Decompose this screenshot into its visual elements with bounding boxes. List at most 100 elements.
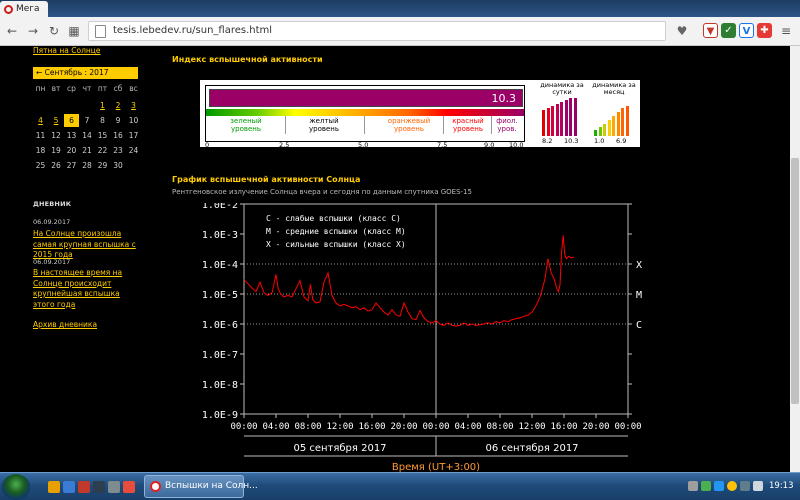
network-icon[interactable] <box>740 481 750 491</box>
reload-icon[interactable]: ↻ <box>48 24 60 38</box>
calendar-month-header[interactable]: ← Сентябрь : 2017 <box>33 67 138 79</box>
x-tick-label: 00:00 <box>230 422 257 432</box>
news-date: 06.09.2017 <box>33 258 71 266</box>
adblock-shield-icon[interactable]: ▼ <box>703 23 718 38</box>
index-bar: 10.3 <box>209 89 523 107</box>
volume-icon[interactable] <box>753 481 763 491</box>
calendar-day: 8 <box>100 116 105 125</box>
daily-dynamics-bars <box>542 98 582 136</box>
speed-dial-grid-icon[interactable]: ▦ <box>68 24 80 38</box>
tray-icon[interactable] <box>714 481 724 491</box>
dynamics-bar <box>616 112 620 136</box>
monthly-dynamics-bars <box>594 98 634 136</box>
heart-icon[interactable]: ♥ <box>676 24 688 38</box>
y-tick-label: 1.0E-3 <box>202 230 238 241</box>
scale-tick-label: 5.0 <box>358 141 369 149</box>
checkmark-extension-icon[interactable]: ✓ <box>721 23 736 38</box>
dynamics-bar <box>564 100 568 136</box>
diary-archive-link[interactable]: Архив дневника <box>33 320 98 329</box>
xray-flux-chart: 1.0E-2 1.0E-3 1.0E-4 1.0E-5 1.0E-6 1.0E-7 1.0E… <box>202 203 642 472</box>
dynamics-bar <box>569 98 572 136</box>
app-quicklaunch-icon[interactable] <box>93 481 105 493</box>
address-url: tesis.lebedev.ru/sun_flares.html <box>113 25 273 36</box>
calendar-day[interactable]: 1 <box>100 101 105 110</box>
taskbar: Вспышки на Солн... 19:13 <box>0 472 800 500</box>
calendar-day: 17 <box>128 131 139 140</box>
x-tick-label: 00:00 <box>422 422 449 432</box>
browser-quicklaunch-icon[interactable] <box>63 481 75 493</box>
explorer-quicklaunch-icon[interactable] <box>48 481 60 493</box>
calendar-day[interactable]: 4 <box>38 116 43 125</box>
dynamics-bar <box>598 127 602 136</box>
address-bar[interactable]: tesis.lebedev.ru/sun_flares.html <box>88 21 666 41</box>
calendar-day: 18 <box>35 146 46 155</box>
calendar-day: 23 <box>113 146 123 155</box>
calendar-day: 14 <box>82 131 92 140</box>
dynamics-max: 6.9 <box>616 137 627 145</box>
sunspots-link[interactable]: Пятна на Солнце <box>33 46 101 55</box>
y-tick-label: 1.0E-6 <box>202 320 238 331</box>
tray-icon[interactable] <box>701 481 711 491</box>
x-tick-label: 08:00 <box>486 422 513 432</box>
level-text: фиол. уров. <box>496 117 518 133</box>
x-tick-label: 08:00 <box>294 422 321 432</box>
calendar-day: 21 <box>82 146 92 155</box>
calendar-day: 9 <box>115 116 121 125</box>
dynamics-bar <box>594 130 597 136</box>
calendar-day: 10 <box>128 116 139 125</box>
browser-tab[interactable]: Мега <box>0 1 48 17</box>
calendar-day[interactable]: 5 <box>53 116 59 125</box>
app-quicklaunch-icon[interactable] <box>78 481 90 493</box>
vpn-extension-icon[interactable]: V <box>739 23 754 38</box>
dynamics-bar <box>546 108 550 136</box>
dynamics-bar <box>625 106 629 136</box>
clock: 19:13 <box>769 481 794 491</box>
calendar-day: 7 <box>84 116 90 125</box>
taskbar-window-button[interactable]: Вспышки на Солн... <box>144 475 258 498</box>
level-text: оранжевый уровень <box>387 117 431 133</box>
menu-icon[interactable]: ≡ <box>780 24 792 38</box>
level-label-yellow: желтый уровень <box>294 117 354 133</box>
calendar-day-today[interactable]: 6 <box>64 114 79 127</box>
news-date: 06.09.2017 <box>33 218 71 226</box>
calendar-day[interactable]: 3 <box>131 101 136 110</box>
calendar-weekday: вт <box>51 84 61 93</box>
y-tick-label: 1.0E-8 <box>202 380 238 391</box>
news-link[interactable]: На Солнце произошла самая крупная вспышк… <box>33 229 136 259</box>
chart-title: График вспышечной активности Солнца <box>172 175 361 184</box>
tray-icon[interactable] <box>727 481 737 491</box>
app-quicklaunch-icon[interactable] <box>108 481 120 493</box>
dynamics-max: 10.3 <box>564 137 579 145</box>
legend-entry: M - средние вспышки (класс M) <box>266 227 406 236</box>
back-arrow-icon[interactable]: ← <box>6 24 18 38</box>
dynamics-bar <box>603 124 606 136</box>
scrollbar-thumb[interactable] <box>791 158 799 404</box>
app-quicklaunch-icon[interactable] <box>123 481 135 493</box>
news-link[interactable]: В настоящее время на Солнце происходит к… <box>33 268 123 309</box>
index-value: 10.3 <box>491 92 517 105</box>
browser-toolbar: ← → ↻ ▦ tesis.lebedev.ru/sun_flares.html… <box>0 17 800 46</box>
calendar-day[interactable]: 2 <box>115 101 121 110</box>
scale-divider <box>285 116 286 134</box>
x-tick-label: 12:00 <box>518 422 545 432</box>
windows-start-icon[interactable] <box>2 474 30 500</box>
x-tick-label: 04:00 <box>262 422 289 432</box>
taskbar-window-label: Вспышки на Солн... <box>165 481 258 491</box>
scale-divider <box>364 116 365 134</box>
calendar-day: 27 <box>66 161 77 170</box>
index-title: Индекс вспышечной активности <box>172 55 323 64</box>
forward-arrow-icon[interactable]: → <box>27 24 39 38</box>
tray-icon[interactable] <box>688 481 698 491</box>
day-label: 06 сентября 2017 <box>485 443 578 454</box>
plus-extension-icon[interactable]: ✚ <box>757 23 772 38</box>
y-tick-label: 1.0E-5 <box>202 290 238 301</box>
dynamics-bar <box>573 98 577 136</box>
dynamics-bar <box>555 104 559 136</box>
page-scrollbar[interactable] <box>790 46 800 472</box>
calendar-day: 16 <box>113 131 123 140</box>
daily-dynamics: динамика за сутки 8.2 10.3 <box>538 82 586 146</box>
calendar-weekday: ср <box>67 84 76 93</box>
calendar-day: 24 <box>128 146 139 155</box>
calendar-weekday: сб <box>113 84 123 93</box>
scale-divider <box>443 116 444 134</box>
